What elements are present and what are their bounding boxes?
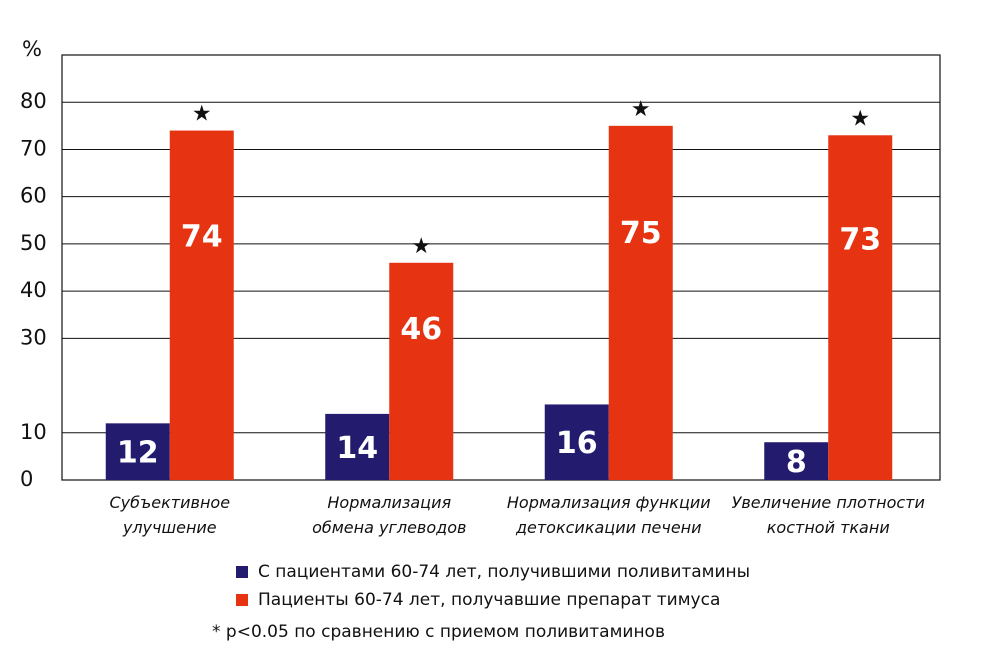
bar-polyvitamins bbox=[105, 423, 170, 480]
legend-label-polyvitamins: С пациентами 60-74 лет, получившими поли… bbox=[258, 562, 751, 582]
bar-thymus bbox=[828, 135, 893, 480]
bar-polyvitamins bbox=[544, 404, 609, 480]
bar-polyvitamins bbox=[325, 413, 390, 480]
bar-polyvitamins bbox=[764, 442, 829, 480]
y-tick-label: 10 bbox=[20, 420, 47, 444]
bar-value-label: 46 bbox=[400, 312, 442, 347]
bar-thymus bbox=[169, 130, 234, 481]
category-label: Нормализация функции детоксикации печени bbox=[507, 493, 711, 537]
legend-swatch-thymus bbox=[236, 594, 248, 606]
significance-star: ★ bbox=[192, 102, 212, 127]
legend-swatch-polyvitamins bbox=[236, 566, 248, 578]
legend-item-polyvitamins: С пациентами 60-74 лет, получившими поли… bbox=[236, 558, 750, 586]
y-tick-label: 60 bbox=[20, 184, 47, 208]
bar-chart: 0 10 30 40 50 60 70 80% 12 74 ★ Субъективное улучшен… bbox=[20, 37, 941, 537]
y-tick-label: 50 bbox=[20, 231, 47, 255]
bar-value-label: 75 bbox=[620, 216, 662, 251]
y-tick-label: 0 bbox=[20, 467, 33, 491]
y-tick-label: 40 bbox=[20, 278, 47, 302]
bar-thymus bbox=[608, 125, 673, 480]
significance-star: ★ bbox=[850, 106, 870, 131]
bar-value-label: 14 bbox=[336, 431, 378, 466]
significance-star: ★ bbox=[411, 234, 431, 259]
footnote: * p<0.05 по сравнению с приемом поливита… bbox=[212, 622, 665, 642]
legend-item-thymus: Пациенты 60-74 лет, получавшие препарат … bbox=[236, 586, 750, 614]
bar-value-label: 16 bbox=[556, 426, 598, 461]
category-label: Нормализация обмена углеводов bbox=[312, 493, 466, 537]
bar-thymus bbox=[389, 262, 454, 480]
y-axis-unit: % bbox=[22, 37, 42, 61]
legend-label-thymus: Пациенты 60-74 лет, получавшие препарат … bbox=[258, 590, 721, 610]
bar-value-label: 74 bbox=[181, 219, 223, 254]
category-label: Увеличение плотности костной ткани bbox=[732, 493, 925, 537]
bar-value-label: 73 bbox=[839, 223, 881, 258]
y-tick-label: 80 bbox=[20, 89, 47, 113]
bar-value-label: 8 bbox=[786, 445, 807, 480]
y-tick-label: 70 bbox=[20, 136, 47, 160]
category-label: Субъективное улучшение bbox=[109, 493, 230, 537]
plot-frame bbox=[61, 54, 941, 481]
legend: С пациентами 60-74 лет, получившими поли… bbox=[236, 558, 750, 614]
significance-star: ★ bbox=[631, 97, 651, 122]
y-tick-label: 30 bbox=[20, 325, 47, 349]
bar-value-label: 12 bbox=[117, 436, 159, 471]
